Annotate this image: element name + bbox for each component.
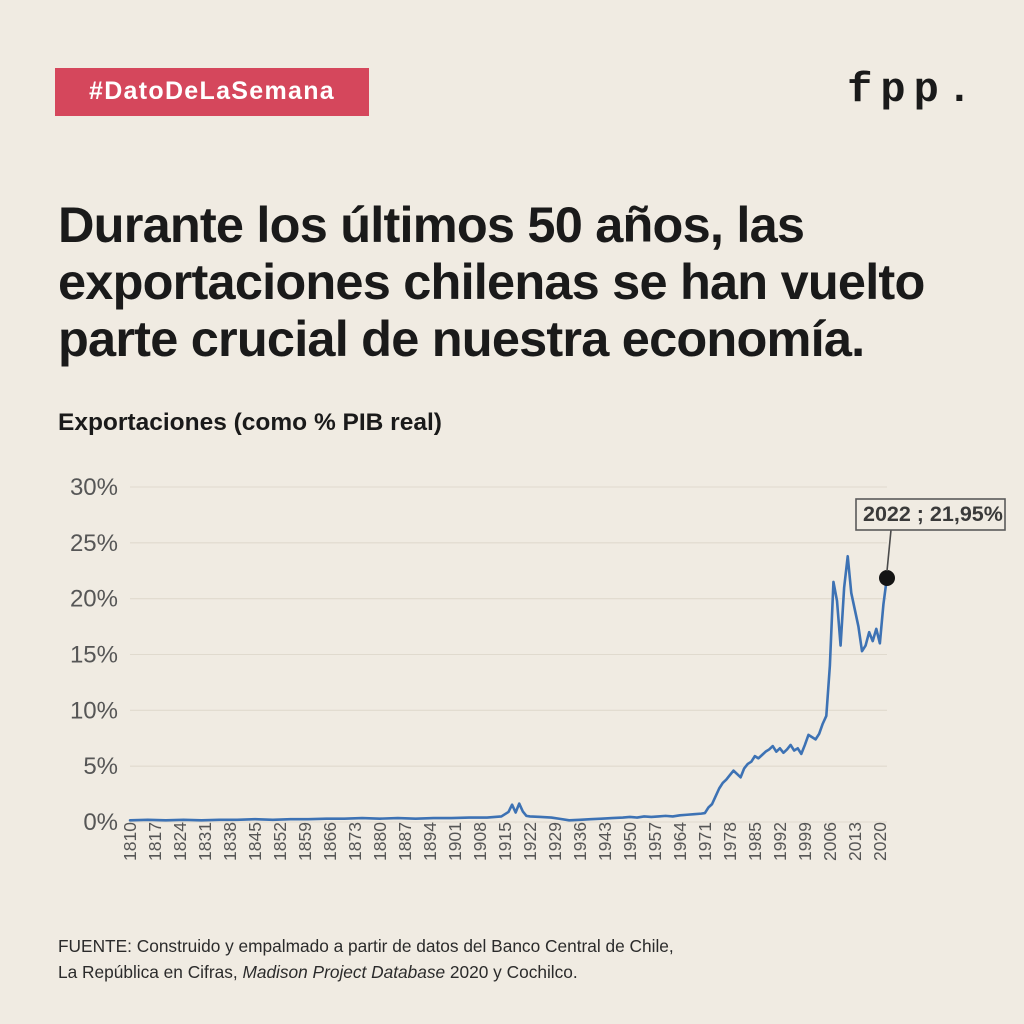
svg-text:2013: 2013 (845, 822, 865, 861)
svg-text:1999: 1999 (795, 822, 815, 861)
svg-text:2020: 2020 (870, 822, 890, 861)
svg-text:1887: 1887 (395, 822, 415, 861)
svg-text:1950: 1950 (620, 822, 640, 861)
svg-text:1866: 1866 (320, 822, 340, 861)
svg-text:25%: 25% (70, 530, 118, 557)
svg-text:1922: 1922 (520, 822, 540, 861)
svg-text:1992: 1992 (770, 822, 790, 861)
svg-text:1943: 1943 (595, 822, 615, 861)
svg-text:2006: 2006 (820, 822, 840, 861)
svg-text:1964: 1964 (670, 822, 690, 861)
svg-text:1985: 1985 (745, 822, 765, 861)
svg-text:1838: 1838 (220, 822, 240, 861)
svg-text:1957: 1957 (645, 822, 665, 861)
svg-text:1845: 1845 (245, 822, 265, 861)
svg-text:1936: 1936 (570, 822, 590, 861)
svg-text:2022 ; 21,95%: 2022 ; 21,95% (863, 502, 1003, 526)
svg-text:1915: 1915 (495, 822, 515, 861)
svg-text:1880: 1880 (370, 822, 390, 861)
svg-text:20%: 20% (70, 586, 118, 613)
svg-text:0%: 0% (83, 809, 118, 836)
svg-text:1810: 1810 (120, 822, 140, 861)
svg-text:1901: 1901 (445, 822, 465, 861)
svg-text:1817: 1817 (145, 822, 165, 861)
svg-text:1859: 1859 (295, 822, 315, 861)
svg-text:1894: 1894 (420, 822, 440, 861)
svg-text:1908: 1908 (470, 822, 490, 861)
svg-text:1971: 1971 (695, 822, 715, 861)
svg-text:10%: 10% (70, 697, 118, 724)
svg-text:1824: 1824 (170, 822, 190, 861)
svg-text:1978: 1978 (720, 822, 740, 861)
svg-text:5%: 5% (83, 753, 118, 780)
svg-text:15%: 15% (70, 642, 118, 669)
svg-text:30%: 30% (70, 474, 118, 501)
svg-text:1929: 1929 (545, 822, 565, 861)
svg-text:1852: 1852 (270, 822, 290, 861)
svg-text:1831: 1831 (195, 822, 215, 861)
svg-text:1873: 1873 (345, 822, 365, 861)
